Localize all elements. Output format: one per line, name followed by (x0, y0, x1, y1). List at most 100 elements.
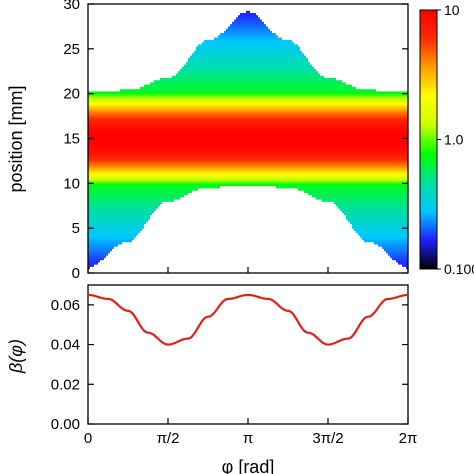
heatmap-cell (88, 127, 408, 131)
heatmap-cell (88, 134, 408, 137)
heatmap-cell (88, 109, 408, 113)
heatmap-cell (402, 264, 408, 267)
heatmap-cell (88, 107, 408, 110)
heatmap-cell (88, 149, 408, 153)
heatmap-cell (312, 194, 408, 198)
heatmap-cell (364, 239, 408, 243)
heatmap-cell (384, 248, 408, 252)
top-y-tick-label: 30 (63, 0, 80, 13)
heatmap-cell (88, 151, 408, 155)
bottom-x-tick-label: 0 (84, 430, 92, 447)
heatmap-cell (88, 147, 408, 151)
heatmap-cell (192, 53, 304, 57)
heatmap-cell (362, 237, 408, 240)
heatmap-cell (382, 246, 408, 249)
heatmap-cell (352, 223, 408, 227)
heatmap-cell (88, 194, 184, 198)
bottom-y-axis: 0.00 0.02 0.04 0.06 (51, 297, 408, 433)
heatmap-cell (308, 192, 408, 196)
heatmap-cell (88, 129, 408, 133)
heatmap-cell (88, 111, 408, 115)
heatmap-cell (88, 234, 136, 238)
heatmap-cell (88, 118, 408, 122)
heatmap-cell (88, 252, 108, 256)
heatmap-cell (88, 172, 408, 175)
colorbar-ticks: 0.100 1.0 10 (437, 2, 474, 277)
heatmap-cell (88, 246, 114, 249)
heatmap-cell (154, 80, 342, 84)
top-y-tick-label: 10 (63, 175, 80, 192)
heatmap-fill (88, 10, 408, 270)
heatmap-cell (88, 241, 122, 245)
beta-point (87, 294, 89, 296)
heatmap-cell (186, 62, 310, 66)
heatmap-cell (88, 250, 110, 254)
heatmap-cell (88, 266, 90, 270)
heatmap-cell (88, 201, 162, 205)
heatmap-cell (178, 71, 318, 75)
heatmap-cell (88, 257, 104, 261)
heatmap-cell (406, 266, 408, 270)
heatmap-cell (338, 205, 408, 209)
heatmap-cell (88, 167, 408, 171)
heatmap-cell (88, 223, 144, 227)
heatmap-cell (88, 192, 188, 196)
top-y-tick-label: 0 (72, 265, 80, 282)
heatmap-cell (88, 214, 150, 218)
heatmap-cell (198, 44, 298, 48)
heatmap-cell (88, 91, 408, 95)
heatmap-cell (88, 196, 180, 200)
heatmap-cell (88, 169, 408, 173)
top-y-tick-label: 25 (63, 41, 80, 58)
beta-point (287, 309, 289, 312)
top-y-axis: 0 5 10 15 20 25 30 (63, 0, 408, 282)
heatmap-cell (88, 239, 132, 243)
heatmap-cell (88, 230, 140, 234)
heatmap-cell (88, 187, 198, 191)
heatmap-cell (88, 183, 408, 187)
heatmap-cell (226, 28, 270, 32)
beta-point (327, 343, 329, 346)
heatmap-cell (204, 39, 292, 43)
heatmap-cell (352, 225, 408, 229)
heatmap-cell (88, 261, 98, 265)
heatmap-cell (246, 10, 250, 14)
heatmap-cell (88, 154, 408, 158)
heatmap-cell (392, 257, 408, 261)
heatmap-cell (196, 48, 300, 52)
beta-point (347, 337, 349, 340)
heatmap-cell (88, 259, 100, 263)
heatmap-cell (230, 24, 266, 28)
heatmap-cell (298, 187, 408, 191)
heatmap-cell (236, 17, 260, 21)
heatmap-cell (234, 19, 262, 23)
heatmap-cell (276, 185, 408, 189)
bottom-y-axis-label: β(φ) (6, 339, 26, 374)
top-y-tick-label: 15 (63, 131, 80, 148)
beta-point (227, 298, 229, 300)
heatmap-cell (88, 219, 148, 223)
bottom-y-tick-label: 0.00 (51, 416, 80, 433)
colorbar-tick-label: 0.100 (444, 261, 474, 277)
heatmap-cell (88, 116, 408, 119)
heatmap-cell (88, 95, 408, 99)
heatmap-cell (350, 221, 408, 225)
heatmap-cell (374, 241, 408, 245)
heatmap-cell (334, 201, 408, 205)
top-y-tick-label: 20 (63, 86, 80, 103)
heatmap-cell (88, 190, 192, 193)
heatmap-cell (304, 190, 408, 193)
heatmap-cell (88, 243, 118, 247)
heatmap-cell (88, 100, 408, 104)
heatmap-cell (88, 165, 408, 169)
heatmap-cell (88, 203, 160, 207)
heatmap-cell (88, 221, 146, 225)
heatmap-cell (88, 199, 174, 202)
heatmap-cell (358, 232, 408, 236)
beta-line (87, 293, 409, 346)
heatmap-cell (88, 174, 408, 178)
heatmap-cell (88, 232, 138, 236)
x-axis-label: φ [rad] (222, 457, 275, 474)
heatmap-cell (190, 55, 306, 59)
